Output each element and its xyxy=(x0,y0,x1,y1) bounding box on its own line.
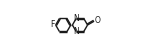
Text: N: N xyxy=(73,27,79,36)
Text: F: F xyxy=(50,20,55,30)
Text: N: N xyxy=(73,14,79,23)
Text: O: O xyxy=(95,16,100,25)
